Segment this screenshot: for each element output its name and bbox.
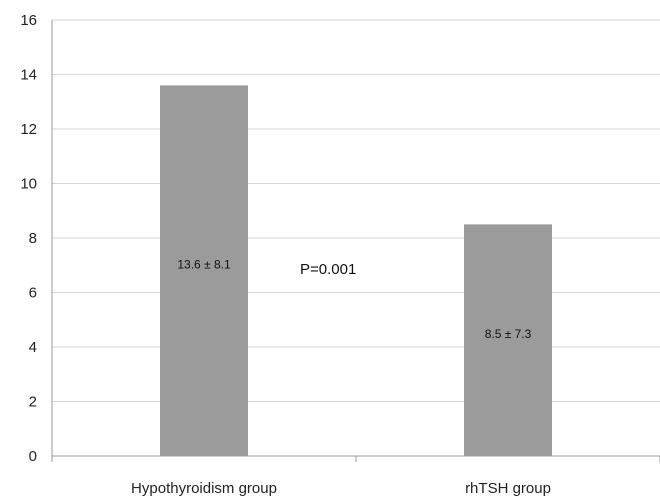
y-tick-label: 4	[29, 339, 37, 356]
y-axis-tick-labels: 0 2 4 6 8 10 12 14 16	[20, 12, 37, 465]
p-value-annotation: P=0.001	[300, 261, 356, 278]
x-category-label: rhTSH group	[465, 480, 551, 497]
y-tick-label: 0	[29, 448, 37, 465]
bar-value-labels: 13.6 ± 8.1 8.5 ± 7.3	[177, 258, 531, 341]
y-tick-label: 12	[20, 121, 37, 138]
x-axis	[51, 20, 660, 462]
x-axis-category-labels: Hypothyroidism group rhTSH group	[131, 480, 551, 497]
y-tick-label: 10	[20, 176, 37, 193]
gridlines	[52, 19, 660, 402]
bar-1	[160, 85, 248, 457]
y-tick-label: 8	[29, 230, 37, 247]
x-category-label: Hypothyroidism group	[131, 480, 277, 497]
y-tick-label: 6	[29, 285, 37, 302]
bar-value-label: 8.5 ± 7.3	[485, 327, 532, 341]
y-tick-label: 2	[29, 394, 37, 411]
bar-2	[464, 224, 552, 456]
bar-value-label: 13.6 ± 8.1	[177, 258, 231, 272]
bars	[160, 85, 552, 457]
y-tick-label: 14	[20, 67, 37, 84]
y-tick-label: 16	[20, 12, 37, 29]
